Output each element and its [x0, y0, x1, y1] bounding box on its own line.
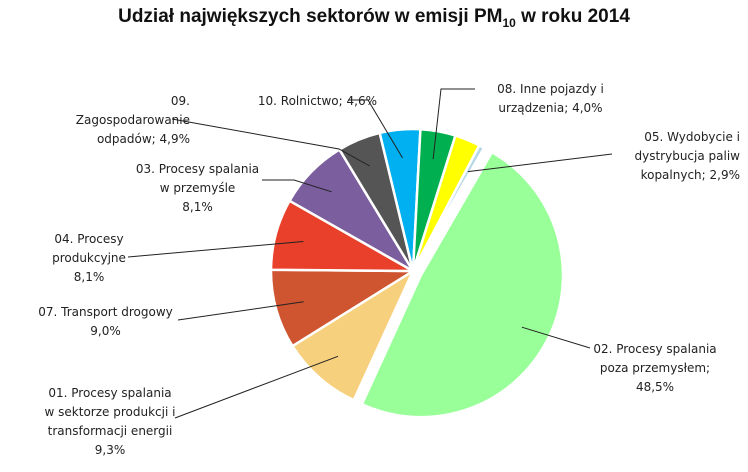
slice-label-line: produkcyjne — [52, 251, 126, 265]
slice-label-line: 07. Transport drogowy — [38, 305, 173, 319]
slice-label-line: 8,1% — [73, 270, 105, 284]
slice-label-line: 9,3% — [94, 443, 126, 457]
slice-label-line: 9,0% — [90, 324, 121, 338]
slice-label-line: 10. Rolnictwo; 4,6% — [257, 94, 377, 108]
leader-line-s10 — [348, 99, 403, 159]
slice-label-s04: 04. Procesy produkcyjne 8,1% — [34, 230, 144, 287]
slice-label-line: odpadów; 4,9% — [96, 132, 190, 146]
slice-label-s01: 01. Procesy spalania w sektorze produkcji… — [10, 384, 210, 460]
pie-slice-s07 — [269, 268, 418, 348]
slice-label-line: 48,5% — [635, 380, 675, 394]
slice-label-line: 02. Procesy spalania — [593, 342, 717, 356]
slice-label-line: 05. Wydobycie i — [644, 130, 740, 144]
slice-label-line: 08. Inne pojazdy i — [497, 82, 604, 96]
slice-label-s10: 10. Rolnictwo; 4,6% — [212, 92, 377, 111]
slice-label-s02: 02. Procesy spalania poza przemysłem; 48,5… — [590, 340, 720, 397]
leader-line-s05 — [467, 153, 613, 173]
slice-label-line: kopalnych; 2,9% — [640, 168, 740, 182]
chart-title-subscript: 10 — [502, 15, 516, 30]
slice-label-line: 04. Procesy — [54, 232, 124, 246]
leader-line-s04 — [127, 241, 304, 258]
slice-label-line: 09. — [170, 94, 190, 108]
slice-label-line: 8,1% — [182, 200, 213, 214]
leader-line-s08 — [432, 88, 475, 160]
pie-slices — [269, 127, 565, 419]
slice-label-line: transformacji energii — [47, 424, 173, 438]
leader-line-s02 — [521, 326, 591, 349]
slice-label-s05: 05. Wydobycie i dystrybucja paliw kopalnyc… — [590, 128, 741, 185]
chart-title-main: Udział największych sektorów w emisji PM — [118, 6, 503, 27]
slice-label-s03: 03. Procesy spalania w przemyśle 8,1% — [120, 160, 275, 217]
slice-label-line: poza przemysłem; — [599, 361, 711, 375]
chart-title-suffix: w roku 2014 — [515, 6, 630, 27]
slice-label-line: w przemyśle — [159, 181, 236, 195]
slice-label-line: dystrybucja paliw — [634, 149, 741, 163]
leader-line-s07 — [177, 301, 304, 321]
pie-slice-s01 — [290, 267, 416, 402]
slice-label-line: w sektorze produkcji i — [44, 405, 176, 419]
slice-label-s07: 07. Transport drogowy 9,0% — [18, 303, 193, 341]
slice-label-line: 03. Procesy spalania — [135, 162, 260, 176]
slice-label-line: 01. Procesy spalania — [48, 386, 172, 400]
slice-label-s08: 08. Inne pojazdy i urządzenia; 4,0% — [478, 80, 623, 118]
leader-line-s09 — [171, 118, 370, 167]
slice-label-s09: 09. Zagospodarowanie odpadów; 4,9% — [40, 92, 190, 149]
slice-label-line: urządzenia; 4,0% — [498, 101, 603, 115]
leader-lines — [127, 88, 613, 419]
slice-label-line: Zagospodarowanie — [75, 113, 190, 127]
pie-slice-s05 — [411, 143, 486, 272]
pie-slice-s02 — [360, 150, 565, 419]
leader-line-s01 — [174, 355, 339, 419]
chart-title: Udział największych sektorów w emisji PM… — [0, 6, 748, 30]
leader-line-s03 — [262, 179, 332, 193]
